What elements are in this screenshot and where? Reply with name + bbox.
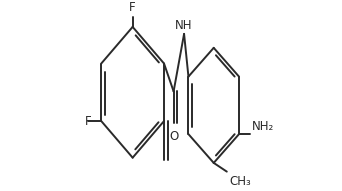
- Text: O: O: [169, 130, 178, 143]
- Text: NH₂: NH₂: [252, 120, 274, 133]
- Text: NH: NH: [174, 19, 192, 32]
- Text: CH₃: CH₃: [229, 176, 251, 189]
- Text: F: F: [129, 1, 136, 14]
- Text: F: F: [85, 115, 91, 128]
